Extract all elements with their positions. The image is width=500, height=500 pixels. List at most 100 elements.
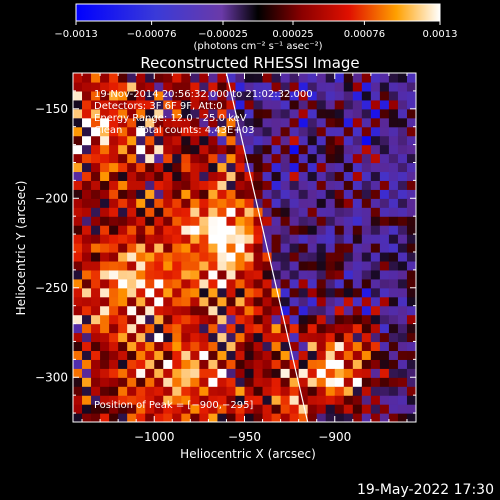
heatmap-cell: [154, 207, 164, 217]
heatmap-cell: [307, 207, 318, 217]
heatmap-cell: [163, 377, 173, 387]
heatmap-cell: [307, 323, 318, 334]
heatmap-cell: [235, 278, 246, 289]
heatmap-cell: [316, 189, 327, 199]
heatmap-cell: [208, 117, 219, 128]
heatmap-cell: [352, 144, 363, 155]
heatmap-cell: [127, 287, 137, 298]
heatmap-cell: [298, 278, 309, 289]
heatmap-cell: [145, 207, 155, 217]
heatmap-cell: [109, 171, 119, 181]
heatmap-cell: [127, 404, 137, 414]
heatmap-cell: [406, 359, 416, 369]
heatmap-cell: [73, 377, 83, 387]
heatmap-cell: [271, 314, 282, 325]
heatmap-cell: [181, 198, 191, 208]
heatmap-cell: [127, 278, 137, 289]
heatmap-cell: [343, 332, 354, 343]
heatmap-cell: [91, 162, 101, 173]
heatmap-cell: [334, 269, 345, 280]
heatmap-cell: [91, 207, 101, 217]
heatmap-cell: [370, 81, 381, 92]
heatmap-cell: [316, 386, 327, 396]
heatmap-cell: [244, 296, 255, 307]
heatmap-cell: [100, 413, 110, 422]
heatmap-cell: [208, 386, 219, 396]
heatmap-cell: [397, 207, 408, 217]
heatmap-cell: [289, 260, 300, 271]
heatmap-cell: [118, 368, 128, 378]
heatmap-cell: [208, 144, 219, 155]
heatmap-cell: [298, 126, 309, 137]
heatmap-cell: [163, 359, 173, 369]
heatmap-cell: [163, 341, 173, 352]
heatmap-cell: [343, 386, 354, 396]
heatmap-cell: [262, 135, 273, 146]
heatmap-cell: [172, 386, 182, 396]
heatmap-cell: [91, 386, 101, 396]
heatmap-cell: [127, 234, 137, 244]
heatmap-cell: [370, 189, 381, 199]
heatmap-cell: [235, 90, 246, 101]
heatmap-cell: [109, 73, 119, 83]
heatmap-cell: [361, 269, 372, 280]
heatmap-cell: [253, 278, 264, 289]
heatmap-cell: [325, 234, 336, 244]
heatmap-cell: [154, 404, 164, 414]
heatmap-cell: [352, 180, 363, 190]
heatmap-cell: [271, 278, 282, 289]
heatmap-cell: [370, 162, 381, 173]
heatmap-cell: [154, 243, 164, 253]
heatmap-cell: [370, 314, 381, 325]
heatmap-cell: [208, 180, 219, 190]
heatmap-cell: [379, 323, 390, 334]
heatmap-cell: [73, 404, 83, 414]
heatmap-cell: [235, 225, 246, 235]
heatmap-cell: [136, 386, 146, 396]
heatmap-cell: [253, 260, 264, 271]
heatmap-cell: [298, 189, 309, 199]
heatmap-cell: [235, 350, 246, 360]
heatmap-cell: [334, 73, 345, 83]
heatmap-cell: [316, 153, 327, 164]
x-tick-label: −950: [228, 430, 261, 444]
heatmap-cell: [235, 386, 246, 396]
heatmap-cell: [163, 225, 173, 235]
heatmap-cell: [307, 386, 318, 396]
heatmap-cell: [406, 171, 416, 181]
heatmap-cell: [361, 207, 372, 217]
heatmap-cell: [361, 278, 372, 289]
heatmap-cell: [361, 144, 372, 155]
heatmap-cell: [352, 377, 363, 387]
heatmap-cell: [388, 377, 399, 387]
heatmap-cell: [343, 90, 354, 101]
heatmap-cell: [172, 260, 182, 271]
heatmap-cell: [226, 117, 237, 128]
heatmap-cell: [388, 332, 399, 343]
heatmap-cell: [397, 117, 408, 128]
heatmap-cell: [244, 314, 255, 325]
heatmap-cell: [253, 126, 264, 137]
heatmap-cell: [217, 180, 228, 190]
heatmap-cell: [307, 269, 318, 280]
heatmap-cell: [379, 117, 390, 128]
heatmap-cell: [370, 332, 381, 343]
heatmap-cell: [73, 117, 83, 128]
heatmap-cell: [82, 359, 92, 369]
heatmap-cell: [325, 99, 336, 110]
heatmap-cell: [145, 126, 155, 137]
annotation-time-range: 19-Nov-2014 20:56:32.000 to 21:02:32.000: [94, 89, 313, 100]
heatmap-cell: [154, 359, 164, 369]
heatmap-cell: [145, 359, 155, 369]
heatmap-cell: [73, 386, 83, 396]
heatmap-cell: [307, 126, 318, 137]
heatmap-cell: [397, 260, 408, 271]
heatmap-cell: [100, 216, 110, 226]
heatmap-cell: [397, 305, 408, 316]
heatmap-cell: [136, 90, 146, 101]
heatmap-cell: [109, 314, 119, 325]
heatmap-cell: [136, 287, 146, 298]
heatmap-cell: [190, 198, 200, 208]
heatmap-cell: [289, 126, 300, 137]
heatmap-cell: [271, 243, 282, 253]
